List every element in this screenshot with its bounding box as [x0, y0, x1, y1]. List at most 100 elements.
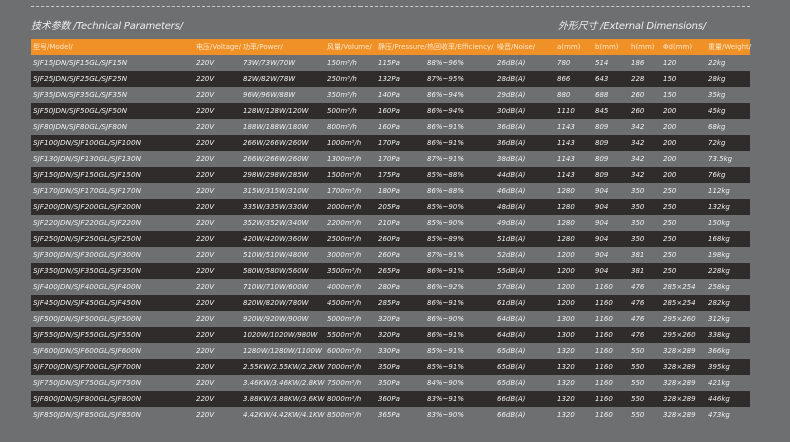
- cell-efficiency: 86%~91%: [427, 331, 464, 339]
- cell-a: 1143: [557, 171, 575, 179]
- cell-efficiency: 86%~91%: [427, 267, 464, 275]
- cell-noise: 38dB(A): [497, 155, 526, 163]
- cell-noise: 36dB(A): [497, 123, 526, 131]
- cell-efficiency: 86%~94%: [427, 91, 464, 99]
- cell-b: 1160: [595, 331, 613, 339]
- cell-pressure: 140Pa: [378, 91, 400, 99]
- cell-voltage: 220V: [196, 379, 215, 387]
- cell-h: 550: [631, 411, 645, 419]
- cell-volume: 2200m³/h: [327, 219, 362, 227]
- cell-volume: 1700m³/h: [327, 187, 362, 195]
- cell-model: SJF50JDN/SJF50GL/SJF50N: [33, 106, 128, 115]
- cell-model: SJF750JDN/SJF750GL/SJF750N: [33, 378, 142, 387]
- cell-weight: 228kg: [708, 267, 730, 275]
- cell-volume: 3500m³/h: [327, 267, 362, 275]
- cell-weight: 312kg: [708, 315, 730, 323]
- table-row: SJF150JDN/SJF150GL/SJF150N 220V 298W/298W/…: [31, 167, 750, 183]
- cell-model: SJF25JDN/SJF25GL/SJF25N: [33, 74, 128, 83]
- cell-phi-d: 295×260: [663, 315, 696, 323]
- cell-noise: 48dB(A): [497, 203, 526, 211]
- cell-model: SJF850JDN/SJF850GL/SJF850N: [33, 410, 142, 419]
- cell-pressure: 160Pa: [378, 123, 400, 131]
- cell-power: 73W/73W/70W: [243, 59, 296, 67]
- table-row: SJF25JDN/SJF25GL/SJF25N 220V 82W/82W/78W 25…: [31, 71, 750, 87]
- cell-pressure: 350Pa: [378, 363, 400, 371]
- cell-power: 3.88KW/3.88KW/3.6KW: [243, 395, 325, 403]
- cell-b: 1160: [595, 347, 613, 355]
- cell-b: 904: [595, 187, 609, 195]
- cell-voltage: 220V: [196, 203, 215, 211]
- cell-noise: 52dB(A): [497, 251, 526, 259]
- cell-volume: 8500m³/h: [327, 411, 362, 419]
- header-h: h(mm): [631, 43, 655, 51]
- table-row: SJF500JDN/SJF500GL/SJF500N 220V 920W/920W/…: [31, 311, 750, 327]
- cell-voltage: 220V: [196, 75, 215, 83]
- cell-weight: 45kg: [708, 107, 726, 115]
- cell-voltage: 220V: [196, 59, 215, 67]
- cell-volume: 1300m³/h: [327, 155, 362, 163]
- cell-h: 381: [631, 251, 645, 259]
- cell-phi-d: 200: [663, 139, 677, 147]
- cell-model: SJF80JDN/SJF80GL/SJF80N: [33, 122, 128, 131]
- cell-pressure: 320Pa: [378, 315, 400, 323]
- cell-b: 904: [595, 267, 609, 275]
- cell-a: 1143: [557, 139, 575, 147]
- cell-noise: 65dB(A): [497, 379, 526, 387]
- cell-phi-d: 200: [663, 123, 677, 131]
- cell-b: 1160: [595, 411, 613, 419]
- cell-h: 476: [631, 299, 645, 307]
- cell-power: 266W/266W/260W: [243, 155, 309, 163]
- table-row: SJF750JDN/SJF750GL/SJF750N 220V 3.46KW/3.4…: [31, 375, 750, 391]
- header-pressure: 静压/Pressure/: [378, 43, 427, 51]
- cell-model: SJF350JDN/SJF350GL/SJF350N: [33, 266, 142, 275]
- cell-noise: 57dB(A): [497, 283, 526, 291]
- cell-efficiency: 88%~96%: [427, 59, 464, 67]
- cell-b: 809: [595, 139, 609, 147]
- cell-efficiency: 85%~91%: [427, 347, 464, 355]
- cell-power: 580W/580W/560W: [243, 267, 309, 275]
- cell-volume: 6000m³/h: [327, 347, 362, 355]
- cell-volume: 7500m³/h: [327, 379, 362, 387]
- dashed-divider: [360, 6, 750, 7]
- cell-b: 904: [595, 235, 609, 243]
- cell-b: 904: [595, 219, 609, 227]
- cell-voltage: 220V: [196, 267, 215, 275]
- cell-b: 1160: [595, 315, 613, 323]
- table-row: SJF700JDN/SJF700GL/SJF700N 220V 2.55KW/2.5…: [31, 359, 750, 375]
- cell-noise: 55dB(A): [497, 267, 526, 275]
- table-row: SJF100JDN/SJF100GL/SJF100N 220V 266W/266W/…: [31, 135, 750, 151]
- cell-voltage: 220V: [196, 395, 215, 403]
- cell-power: 335W/335W/330W: [243, 203, 309, 211]
- cell-power: 128W/128W/120W: [243, 107, 309, 115]
- cell-pressure: 265Pa: [378, 267, 400, 275]
- table-row: SJF200JDN/SJF200GL/SJF200N 220V 335W/335W/…: [31, 199, 750, 215]
- cell-volume: 350m³/h: [327, 91, 357, 99]
- cell-a: 1200: [557, 251, 575, 259]
- cell-b: 514: [595, 59, 609, 67]
- cell-b: 904: [595, 251, 609, 259]
- cell-b: 1160: [595, 379, 613, 387]
- cell-h: 550: [631, 347, 645, 355]
- cell-voltage: 220V: [196, 347, 215, 355]
- cell-volume: 1500m³/h: [327, 171, 362, 179]
- cell-a: 1320: [557, 363, 575, 371]
- cell-weight: 72kg: [708, 139, 726, 147]
- cell-b: 1160: [595, 299, 613, 307]
- cell-b: 809: [595, 171, 609, 179]
- cell-noise: 49dB(A): [497, 219, 526, 227]
- cell-model: SJF600JDN/SJF600GL/SJF600N: [33, 346, 142, 355]
- cell-weight: 421kg: [708, 379, 730, 387]
- cell-pressure: 175Pa: [378, 171, 400, 179]
- cell-phi-d: 328×289: [663, 347, 696, 355]
- table-header-row: 型号/Model/电压/Voltage/功率/Power/风量/Volume/静…: [31, 39, 751, 55]
- cell-weight: 76kg: [708, 171, 726, 179]
- header-power: 功率/Power/: [243, 43, 283, 51]
- cell-voltage: 220V: [196, 235, 215, 243]
- table-row: SJF850JDN/SJF850GL/SJF850N 220V 4.42KW/4.4…: [31, 407, 750, 423]
- cell-phi-d: 250: [663, 251, 677, 259]
- cell-model: SJF170JDN/SJF170GL/SJF170N: [33, 186, 142, 195]
- cell-pressure: 350Pa: [378, 379, 400, 387]
- cell-efficiency: 86%~92%: [427, 283, 464, 291]
- cell-power: 510W/510W/480W: [243, 251, 309, 259]
- cell-noise: 29dB(A): [497, 91, 526, 99]
